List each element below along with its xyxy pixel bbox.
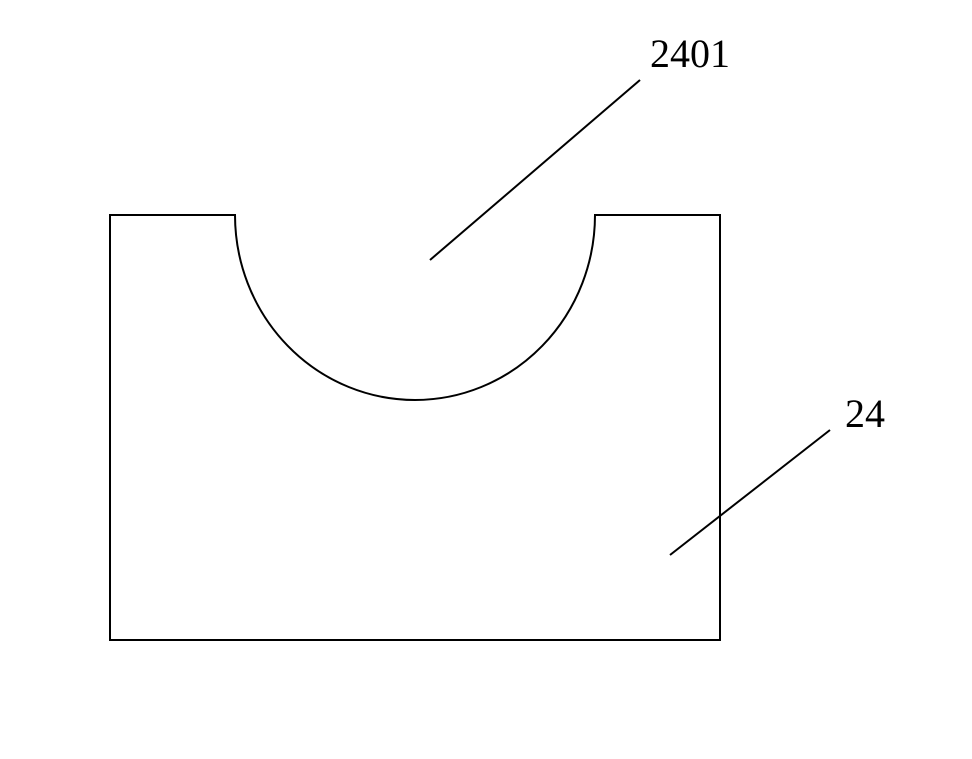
block-outline xyxy=(110,215,720,640)
reference-label-2401: 2401 xyxy=(650,30,730,77)
leader-line-2401 xyxy=(430,80,640,260)
diagram-svg xyxy=(0,0,972,759)
reference-label-24: 24 xyxy=(845,390,885,437)
leader-line-24 xyxy=(670,430,830,555)
